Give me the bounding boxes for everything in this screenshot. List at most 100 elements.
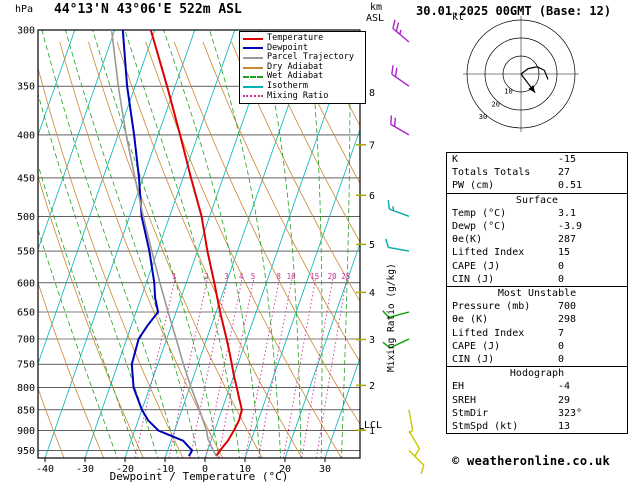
svg-text:25: 25 bbox=[341, 272, 350, 281]
stats-label: CAPE (J) bbox=[452, 340, 501, 352]
mixing-ratio-axis-label: Mixing Ratio (g/kg) bbox=[386, 263, 397, 372]
stats-value: 27 bbox=[558, 167, 571, 179]
temperature-curve bbox=[149, 30, 243, 457]
datetime-label: 30.01.2025 00GMT (Base: 12) bbox=[416, 4, 612, 18]
stats-label: Totals Totals bbox=[452, 167, 531, 179]
mixing-ratio-labels: 1 2 3 4 5 8 10 15 20 25 bbox=[172, 272, 350, 281]
svg-text:1: 1 bbox=[369, 426, 375, 437]
svg-text:-10: -10 bbox=[156, 464, 174, 475]
legend-label: Temperature bbox=[267, 33, 324, 43]
legend-item: Wet Adiabat bbox=[243, 72, 363, 82]
stats-label: CAPE (J) bbox=[452, 260, 501, 272]
stats-row: Dewp (°C) -3.9 bbox=[447, 220, 627, 233]
dewpoint-curve bbox=[121, 30, 194, 457]
stats-value: 13 bbox=[558, 421, 571, 433]
stats-value: 3.1 bbox=[558, 207, 577, 219]
svg-text:10: 10 bbox=[239, 464, 251, 475]
legend-swatch-solid bbox=[243, 47, 263, 50]
svg-text:350: 350 bbox=[17, 82, 35, 93]
stats-label: Temp (°C) bbox=[452, 207, 507, 219]
legend-item: Temperature bbox=[243, 33, 363, 44]
km-unit-label: km bbox=[370, 2, 383, 13]
svg-text:2: 2 bbox=[204, 272, 209, 281]
stats-label: StmDir bbox=[452, 407, 489, 419]
stats-value: 700 bbox=[558, 301, 577, 313]
stats-row: K -15 bbox=[447, 153, 627, 166]
svg-text:10: 10 bbox=[287, 272, 297, 281]
svg-text:-20: -20 bbox=[116, 464, 134, 475]
stats-label: CIN (J) bbox=[452, 273, 495, 285]
stats-row: EH -4 bbox=[447, 380, 627, 393]
stats-value: 0 bbox=[558, 354, 565, 366]
stats-group: Most Unstable Pressure (mb) 700 θe (K) 298 Li… bbox=[447, 286, 627, 366]
axis-tick-labels: 3003504004505005506006507007508008509009… bbox=[17, 26, 375, 476]
stats-label: θe (K) bbox=[452, 314, 489, 326]
wind-barb bbox=[408, 409, 414, 434]
svg-text:20: 20 bbox=[279, 464, 291, 475]
hodograph-unit-label: kt bbox=[452, 12, 465, 23]
svg-text:10: 10 bbox=[504, 88, 512, 96]
svg-text:8: 8 bbox=[369, 88, 375, 99]
stats-label: SREH bbox=[452, 394, 477, 406]
svg-text:300: 300 bbox=[17, 26, 35, 37]
legend-label: Mixing Ratio bbox=[267, 90, 329, 101]
stats-row: CAPE (J) 0 bbox=[447, 340, 627, 353]
chart-legend: Temperature Dewpoint Parcel Trajectory Dry … bbox=[239, 31, 366, 105]
legend-swatch-solid bbox=[243, 37, 263, 40]
asl-unit-label: ASL bbox=[366, 13, 385, 24]
legend-label: Isotherm bbox=[267, 80, 308, 91]
svg-text:1: 1 bbox=[172, 272, 177, 281]
svg-text:800: 800 bbox=[17, 383, 35, 394]
stats-row: Temp (°C) 3.1 bbox=[447, 207, 627, 220]
pressure-gridlines bbox=[38, 30, 360, 451]
svg-text:5: 5 bbox=[251, 272, 256, 281]
stats-value: 0 bbox=[558, 273, 565, 285]
svg-text:20: 20 bbox=[492, 101, 500, 109]
svg-text:850: 850 bbox=[17, 405, 35, 416]
stats-group: K -15 Totals Totals 27 PW (cm) 0.51 bbox=[447, 153, 627, 193]
hodograph-trace bbox=[520, 66, 549, 80]
svg-text:4: 4 bbox=[239, 272, 244, 281]
stats-label: K bbox=[452, 154, 459, 165]
svg-text:20: 20 bbox=[328, 272, 338, 281]
stats-label: Pressure (mb) bbox=[452, 301, 531, 313]
svg-text:750: 750 bbox=[17, 360, 35, 371]
svg-text:650: 650 bbox=[17, 308, 35, 319]
stats-label: θe(K) bbox=[452, 234, 483, 246]
legend-swatch-solid bbox=[243, 56, 263, 59]
wind-barbs bbox=[382, 19, 425, 474]
dry-adiabat-lines bbox=[38, 41, 360, 458]
legend-label: Dewpoint bbox=[267, 42, 308, 53]
stats-value: 15 bbox=[558, 247, 571, 259]
svg-text:3: 3 bbox=[369, 335, 375, 346]
legend-item: Dewpoint bbox=[243, 42, 363, 54]
stats-value: 298 bbox=[558, 314, 577, 326]
legend-label: Parcel Trajectory bbox=[267, 52, 354, 63]
legend-item: Dry Adiabat bbox=[243, 62, 363, 73]
svg-text:900: 900 bbox=[17, 426, 35, 437]
svg-text:500: 500 bbox=[17, 212, 35, 223]
stats-group-title: Hodograph bbox=[509, 368, 565, 380]
stats-row: CIN (J) 0 bbox=[447, 353, 627, 366]
stats-row: Lifted Index 7 bbox=[447, 327, 627, 340]
lcl-marker-label: LCL bbox=[364, 420, 383, 431]
stats-row: CAPE (J) 0 bbox=[447, 260, 627, 273]
wind-barb bbox=[385, 238, 410, 252]
legend-item: Mixing Ratio bbox=[243, 90, 363, 102]
pressure-unit-label: hPa bbox=[15, 4, 34, 15]
svg-text:0: 0 bbox=[202, 464, 208, 475]
stats-value: 287 bbox=[558, 234, 577, 246]
stats-row: θe(K) 287 bbox=[447, 233, 627, 246]
wind-barb bbox=[392, 19, 410, 43]
svg-text:7: 7 bbox=[369, 140, 375, 151]
svg-text:8: 8 bbox=[276, 272, 281, 281]
wind-barb bbox=[382, 338, 410, 349]
stats-value: -4 bbox=[558, 381, 571, 393]
stats-label: Dewp (°C) bbox=[452, 221, 507, 233]
svg-text:5: 5 bbox=[369, 240, 375, 251]
stats-value: 0 bbox=[558, 260, 565, 272]
stats-group-title: Most Unstable bbox=[497, 288, 577, 300]
svg-text:15: 15 bbox=[310, 272, 319, 281]
